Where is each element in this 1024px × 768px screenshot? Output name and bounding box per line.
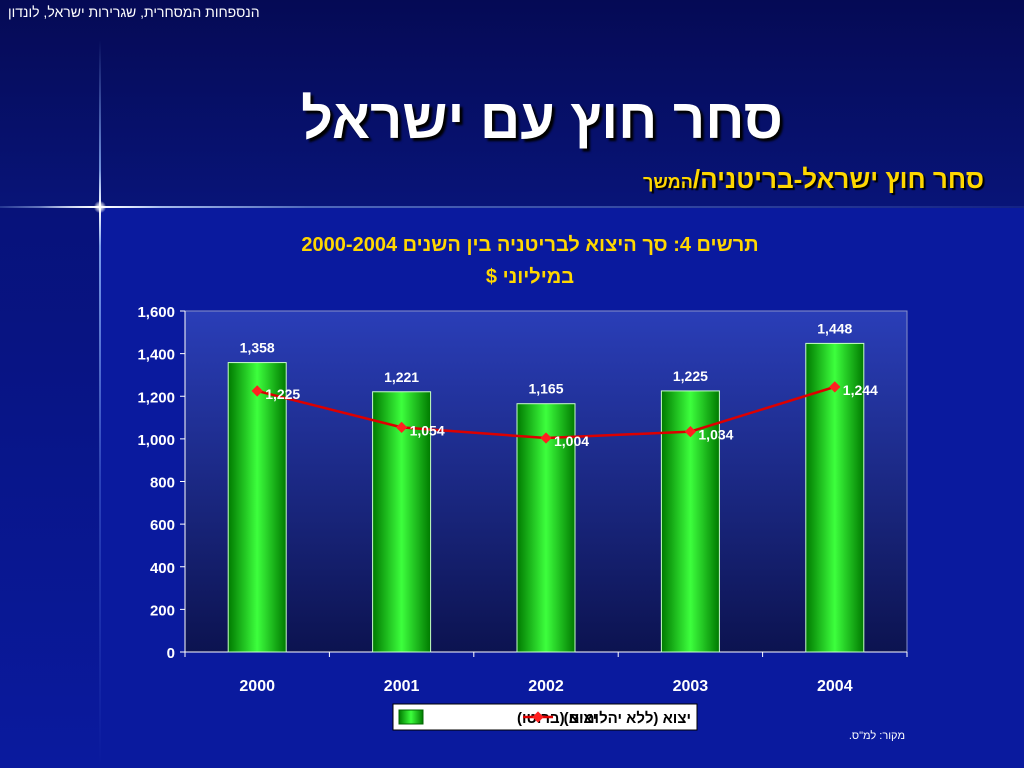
y-tick-label: 800 xyxy=(150,475,175,492)
y-tick-label: 400 xyxy=(150,560,175,577)
line-point xyxy=(684,425,697,438)
bar-value-label: 1,225 xyxy=(673,368,708,384)
chart-title-line2: במיליוני $ xyxy=(485,266,575,288)
x-tick-label: 2002 xyxy=(528,678,564,695)
bar xyxy=(227,362,287,653)
sparkle-star-icon xyxy=(94,201,106,213)
y-tick-label: 1,200 xyxy=(137,389,175,406)
decor-horizontal-line xyxy=(0,206,1024,208)
subtitle-main: סחר חוץ ישראל-בריטניה/ xyxy=(692,164,984,194)
header-band xyxy=(0,0,1024,208)
y-tick-label: 600 xyxy=(150,517,175,534)
bar xyxy=(516,403,576,653)
line-point xyxy=(829,381,841,393)
y-tick-label: 1,600 xyxy=(137,304,175,321)
slide-title: סחר חוץ עם ישראל xyxy=(301,87,783,150)
line-value-label: 1,244 xyxy=(843,382,878,398)
y-tick-label: 200 xyxy=(150,602,175,619)
y-tick-label: 1,400 xyxy=(137,347,175,364)
y-tick-label: 1,000 xyxy=(137,432,175,449)
line-value-label: 1,225 xyxy=(265,386,300,402)
x-tick-label: 2004 xyxy=(817,678,853,695)
bar xyxy=(805,342,865,653)
source-note: מקור: למ"ס. xyxy=(848,730,905,742)
line-value-label: 1,054 xyxy=(410,422,445,438)
line-value-label: 1,004 xyxy=(554,433,589,449)
y-tick-label: 0 xyxy=(167,645,175,662)
line-point xyxy=(251,385,263,397)
legend-bar-swatch xyxy=(398,709,424,725)
slide-subtitle: סחר חוץ ישראל-בריטניה/המשך xyxy=(643,164,984,195)
line-value-label: 1,034 xyxy=(698,427,733,443)
bar-value-label: 1,448 xyxy=(817,320,852,336)
left-panel xyxy=(0,208,100,768)
line-point xyxy=(395,421,408,434)
bar-value-label: 1,221 xyxy=(384,369,419,385)
bar-value-label: 1,165 xyxy=(528,381,563,397)
x-tick-label: 2003 xyxy=(673,678,709,695)
bar xyxy=(372,391,432,653)
line-point xyxy=(540,432,552,444)
bar-value-label: 1,358 xyxy=(240,340,275,356)
x-tick-label: 2000 xyxy=(239,678,275,695)
org-name: הנספחות המסחרית, שגרירות ישראל, לונדון xyxy=(8,4,260,20)
legend-line-marker xyxy=(532,711,544,723)
x-tick-label: 2001 xyxy=(384,678,420,695)
decor-vertical-line xyxy=(99,40,101,768)
subtitle-suffix: המשך xyxy=(642,172,693,192)
legend-line-label: יצוא (ללא יהלומים) xyxy=(564,710,691,727)
chart-title-line1: תרשים 4: סך היצוא לבריטניה בין השנים 200… xyxy=(301,234,759,256)
